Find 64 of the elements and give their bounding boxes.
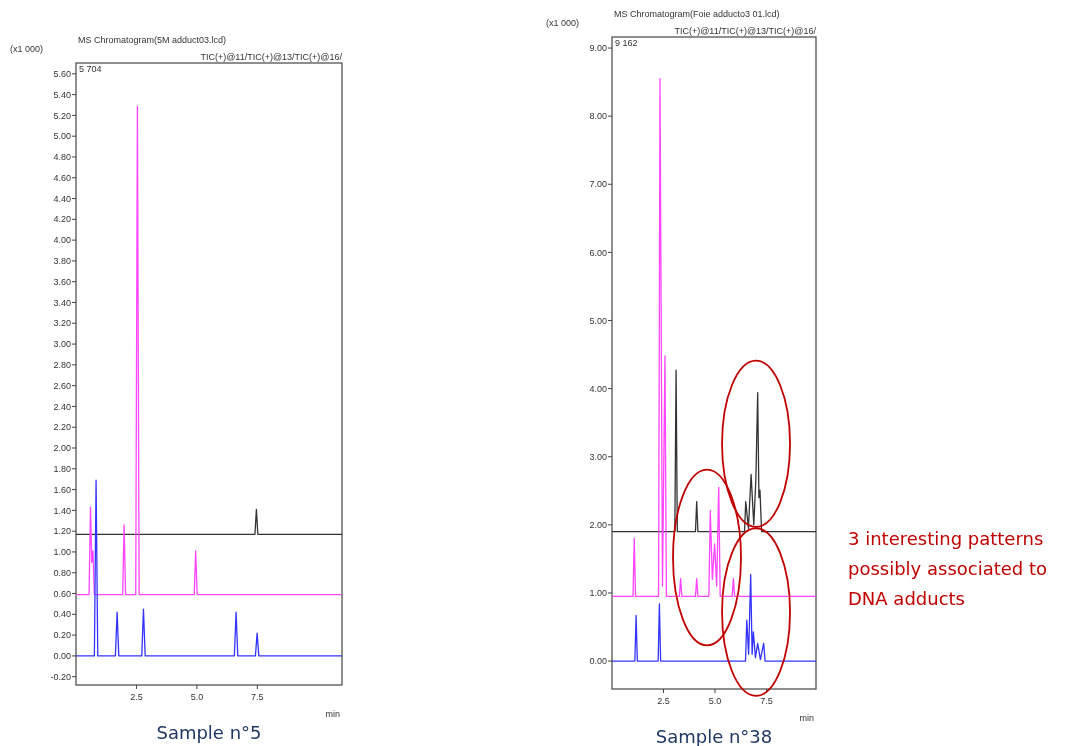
y-tick-label: 2.20 [53,422,71,433]
x-tick-label: 5.0 [708,696,722,706]
line-series [611,369,817,533]
y-tick-label: 3.60 [53,276,71,287]
y-tick-label: 3.80 [53,256,71,267]
y-tick-label: 1.20 [53,526,71,537]
text: Sample n°5 [156,722,262,743]
y-tick-label: 0.40 [53,609,71,620]
y-tick-label: 2.40 [53,401,71,412]
y-tick-label: 1.60 [53,484,71,495]
y-tick-label: 2.00 [53,443,71,454]
y-tick-label: 4.80 [53,152,71,163]
y-tick-label: 1.80 [53,463,71,474]
y-tick-label: 3.00 [53,339,71,350]
y-tick-label: 9.00 [589,43,607,54]
y-tick-label: 4.60 [53,172,71,183]
y-tick-label: -0.20 [50,671,71,682]
y-tick-label: 5.40 [53,89,71,100]
y-tick-label: 5.20 [53,110,71,121]
y-tick-label: 3.20 [53,318,71,329]
x-tick-label: 2.5 [130,692,143,702]
text: 3 interesting patterns possibly associated to DNA adducts [848,528,1048,610]
chart-subtitle: TIC(+)@11/TIC(+)@13/TIC(+)@16/ [200,52,343,62]
x-tick-label: 7.5 [251,692,264,702]
y-axis-title: (x1 000) [10,44,44,54]
x-axis-title: min [325,709,340,719]
y-tick-label: 0.00 [589,656,607,667]
x-tick-label: 2.5 [657,696,670,706]
y-tick-label: 3.00 [589,451,607,462]
line-series [611,573,817,662]
y-tick-label: 5.00 [589,315,607,326]
y-tick-label: 0.00 [53,651,71,662]
chart-subtitle: TIC(+)@11/TIC(+)@13/TIC(+)@16/ [674,26,817,36]
y-tick-label: 2.60 [53,380,71,391]
y-axis-title: (x1 000) [546,18,580,28]
text: Sample n°38 [655,726,773,746]
y-tick-label: 4.00 [589,383,607,394]
x-tick-label: 5.0 [190,692,204,702]
chart-title: MS Chromatogram(Foie adducto3 01.lcd) [614,9,780,19]
annotation: 9 162 [615,38,638,48]
y-tick-label: 2.00 [589,519,607,530]
y-tick-label: 4.00 [53,235,71,246]
y-tick-label: 2.80 [53,360,71,370]
y-tick-label: 3.40 [53,297,71,308]
line-series [75,105,343,596]
y-tick-label: 5.00 [53,131,71,142]
y-tick-label: 0.20 [53,630,71,641]
y-tick-label: 6.00 [589,247,607,258]
y-tick-label: 0.80 [53,567,71,578]
y-tick-label: 1.00 [53,547,71,558]
chart-title: MS Chromatogram(5M adduct03.lcd) [78,35,227,45]
y-tick-label: 7.00 [589,179,607,190]
annotation: 5 704 [79,64,102,74]
y-tick-label: 5.60 [53,68,71,79]
line-series [611,78,817,598]
x-axis-title: min [799,713,814,723]
y-tick-label: 1.40 [53,505,71,516]
line-series [75,479,343,657]
y-tick-label: 1.00 [589,588,607,599]
y-tick-label: 4.20 [53,214,71,225]
y-tick-label: 8.00 [589,111,607,122]
y-tick-label: 0.60 [53,588,71,599]
y-tick-label: 4.40 [53,193,71,204]
x-tick-label: 7.5 [760,696,773,706]
